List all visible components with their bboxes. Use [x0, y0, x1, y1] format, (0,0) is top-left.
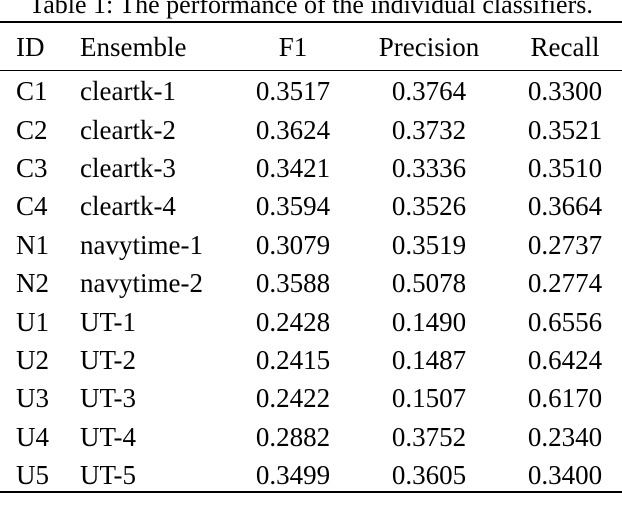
- table-cell: C4: [16, 191, 48, 222]
- table-row: U1 UT-1 0.2428 0.1490 0.6556: [0, 300, 622, 338]
- header-ensemble: Ensemble: [73, 22, 236, 71]
- table-cell: 0.3400: [527, 459, 603, 490]
- table-row: C1 cleartk-1 0.3517 0.3764 0.3300: [0, 70, 622, 108]
- table-cell: cleartk-4: [80, 191, 176, 222]
- table-cell: UT-3: [80, 383, 137, 414]
- header-row: ID Ensemble F1 Precision Recall: [0, 22, 622, 71]
- table-row: U3 UT-3 0.2422 0.1507 0.6170: [0, 377, 622, 415]
- table-cell: 0.3664: [527, 191, 603, 222]
- table-row: N1 navytime-1 0.3079 0.3519 0.2737: [0, 224, 622, 262]
- table-cell: 0.2340: [527, 421, 603, 452]
- table-cell: 0.2415: [255, 344, 331, 375]
- table-cell: UT-2: [80, 344, 137, 375]
- table-cell: 0.6424: [527, 344, 603, 375]
- performance-table: ID Ensemble F1 Precision Recall C1 cleart…: [0, 21, 622, 494]
- table-row: N2 navytime-2 0.3588 0.5078 0.2774: [0, 262, 622, 300]
- table-cell: 0.3079: [255, 229, 331, 260]
- table-cell: 0.3300: [527, 76, 603, 107]
- table-row: U5 UT-5 0.3499 0.3605 0.3400: [0, 454, 622, 492]
- table-cell: C3: [16, 152, 48, 183]
- table-cell: cleartk-3: [80, 152, 176, 183]
- table-caption: Table 1: The performance of the individu…: [29, 0, 593, 19]
- table-cell: 0.1507: [391, 383, 467, 414]
- table-cell: 0.3519: [391, 229, 467, 260]
- table-cell: 0.3421: [255, 152, 331, 183]
- table-cell: 0.3510: [527, 152, 603, 183]
- table-cell: 0.2882: [255, 421, 331, 452]
- header-precision: Precision: [350, 22, 508, 71]
- table-cell: 0.3521: [527, 114, 603, 145]
- table-cell: 0.2428: [255, 306, 331, 337]
- table-row: U2 UT-2 0.2415 0.1487 0.6424: [0, 339, 622, 377]
- table-row: C4 cleartk-4 0.3594 0.3526 0.3664: [0, 185, 622, 223]
- table-cell: N1: [16, 229, 49, 260]
- table-cell: 0.3764: [391, 76, 467, 107]
- table-cell: 0.1490: [391, 306, 467, 337]
- header-id: ID: [0, 22, 73, 71]
- table-row: C2 cleartk-2 0.3624 0.3732 0.3521: [0, 108, 622, 146]
- table-cell: navytime-2: [80, 268, 203, 299]
- table-cell: N2: [16, 268, 49, 299]
- table-cell: 0.3624: [255, 114, 331, 145]
- table-cell: UT-4: [80, 421, 137, 452]
- table-cell: 0.1487: [391, 344, 467, 375]
- table-cell: U5: [16, 459, 49, 490]
- table-cell: 0.3517: [255, 76, 331, 107]
- table-cell: 0.3526: [391, 191, 467, 222]
- table-cell: 0.3336: [391, 152, 467, 183]
- table-row: U4 UT-4 0.2882 0.3752 0.2340: [0, 416, 622, 454]
- table-cell: UT-5: [80, 459, 137, 490]
- table-row: C3 cleartk-3 0.3421 0.3336 0.3510: [0, 147, 622, 185]
- table-cell: 0.3588: [255, 268, 331, 299]
- table-cell: 0.3499: [255, 459, 331, 490]
- table-cell: 0.3605: [391, 459, 467, 490]
- table-cell: 0.3594: [255, 191, 331, 222]
- table-cell: 0.2422: [255, 383, 331, 414]
- table-cell: 0.6170: [527, 383, 603, 414]
- table-cell: 0.3732: [391, 114, 467, 145]
- table-cell: cleartk-2: [80, 114, 176, 145]
- table-cell: U2: [16, 344, 49, 375]
- table-cell: 0.5078: [391, 268, 467, 299]
- table-header: ID Ensemble F1 Precision Recall: [0, 22, 622, 71]
- table-cell: 0.6556: [527, 306, 603, 337]
- table-cell: C2: [16, 114, 48, 145]
- table-cell: 0.3752: [391, 421, 467, 452]
- table-cell: UT-1: [80, 306, 137, 337]
- header-f1: F1: [236, 22, 350, 71]
- table-cell: 0.2774: [527, 268, 603, 299]
- table-cell: U3: [16, 383, 49, 414]
- header-recall: Recall: [508, 22, 622, 71]
- table-cell: navytime-1: [80, 229, 203, 260]
- table-cell: U1: [16, 306, 49, 337]
- table-cell: 0.2737: [527, 229, 603, 260]
- table-cell: U4: [16, 421, 49, 452]
- table-cell: C1: [16, 76, 48, 107]
- table-body: C1 cleartk-1 0.3517 0.3764 0.3300 C2 cleartk-2…: [0, 70, 622, 492]
- table-cell: cleartk-1: [80, 76, 176, 107]
